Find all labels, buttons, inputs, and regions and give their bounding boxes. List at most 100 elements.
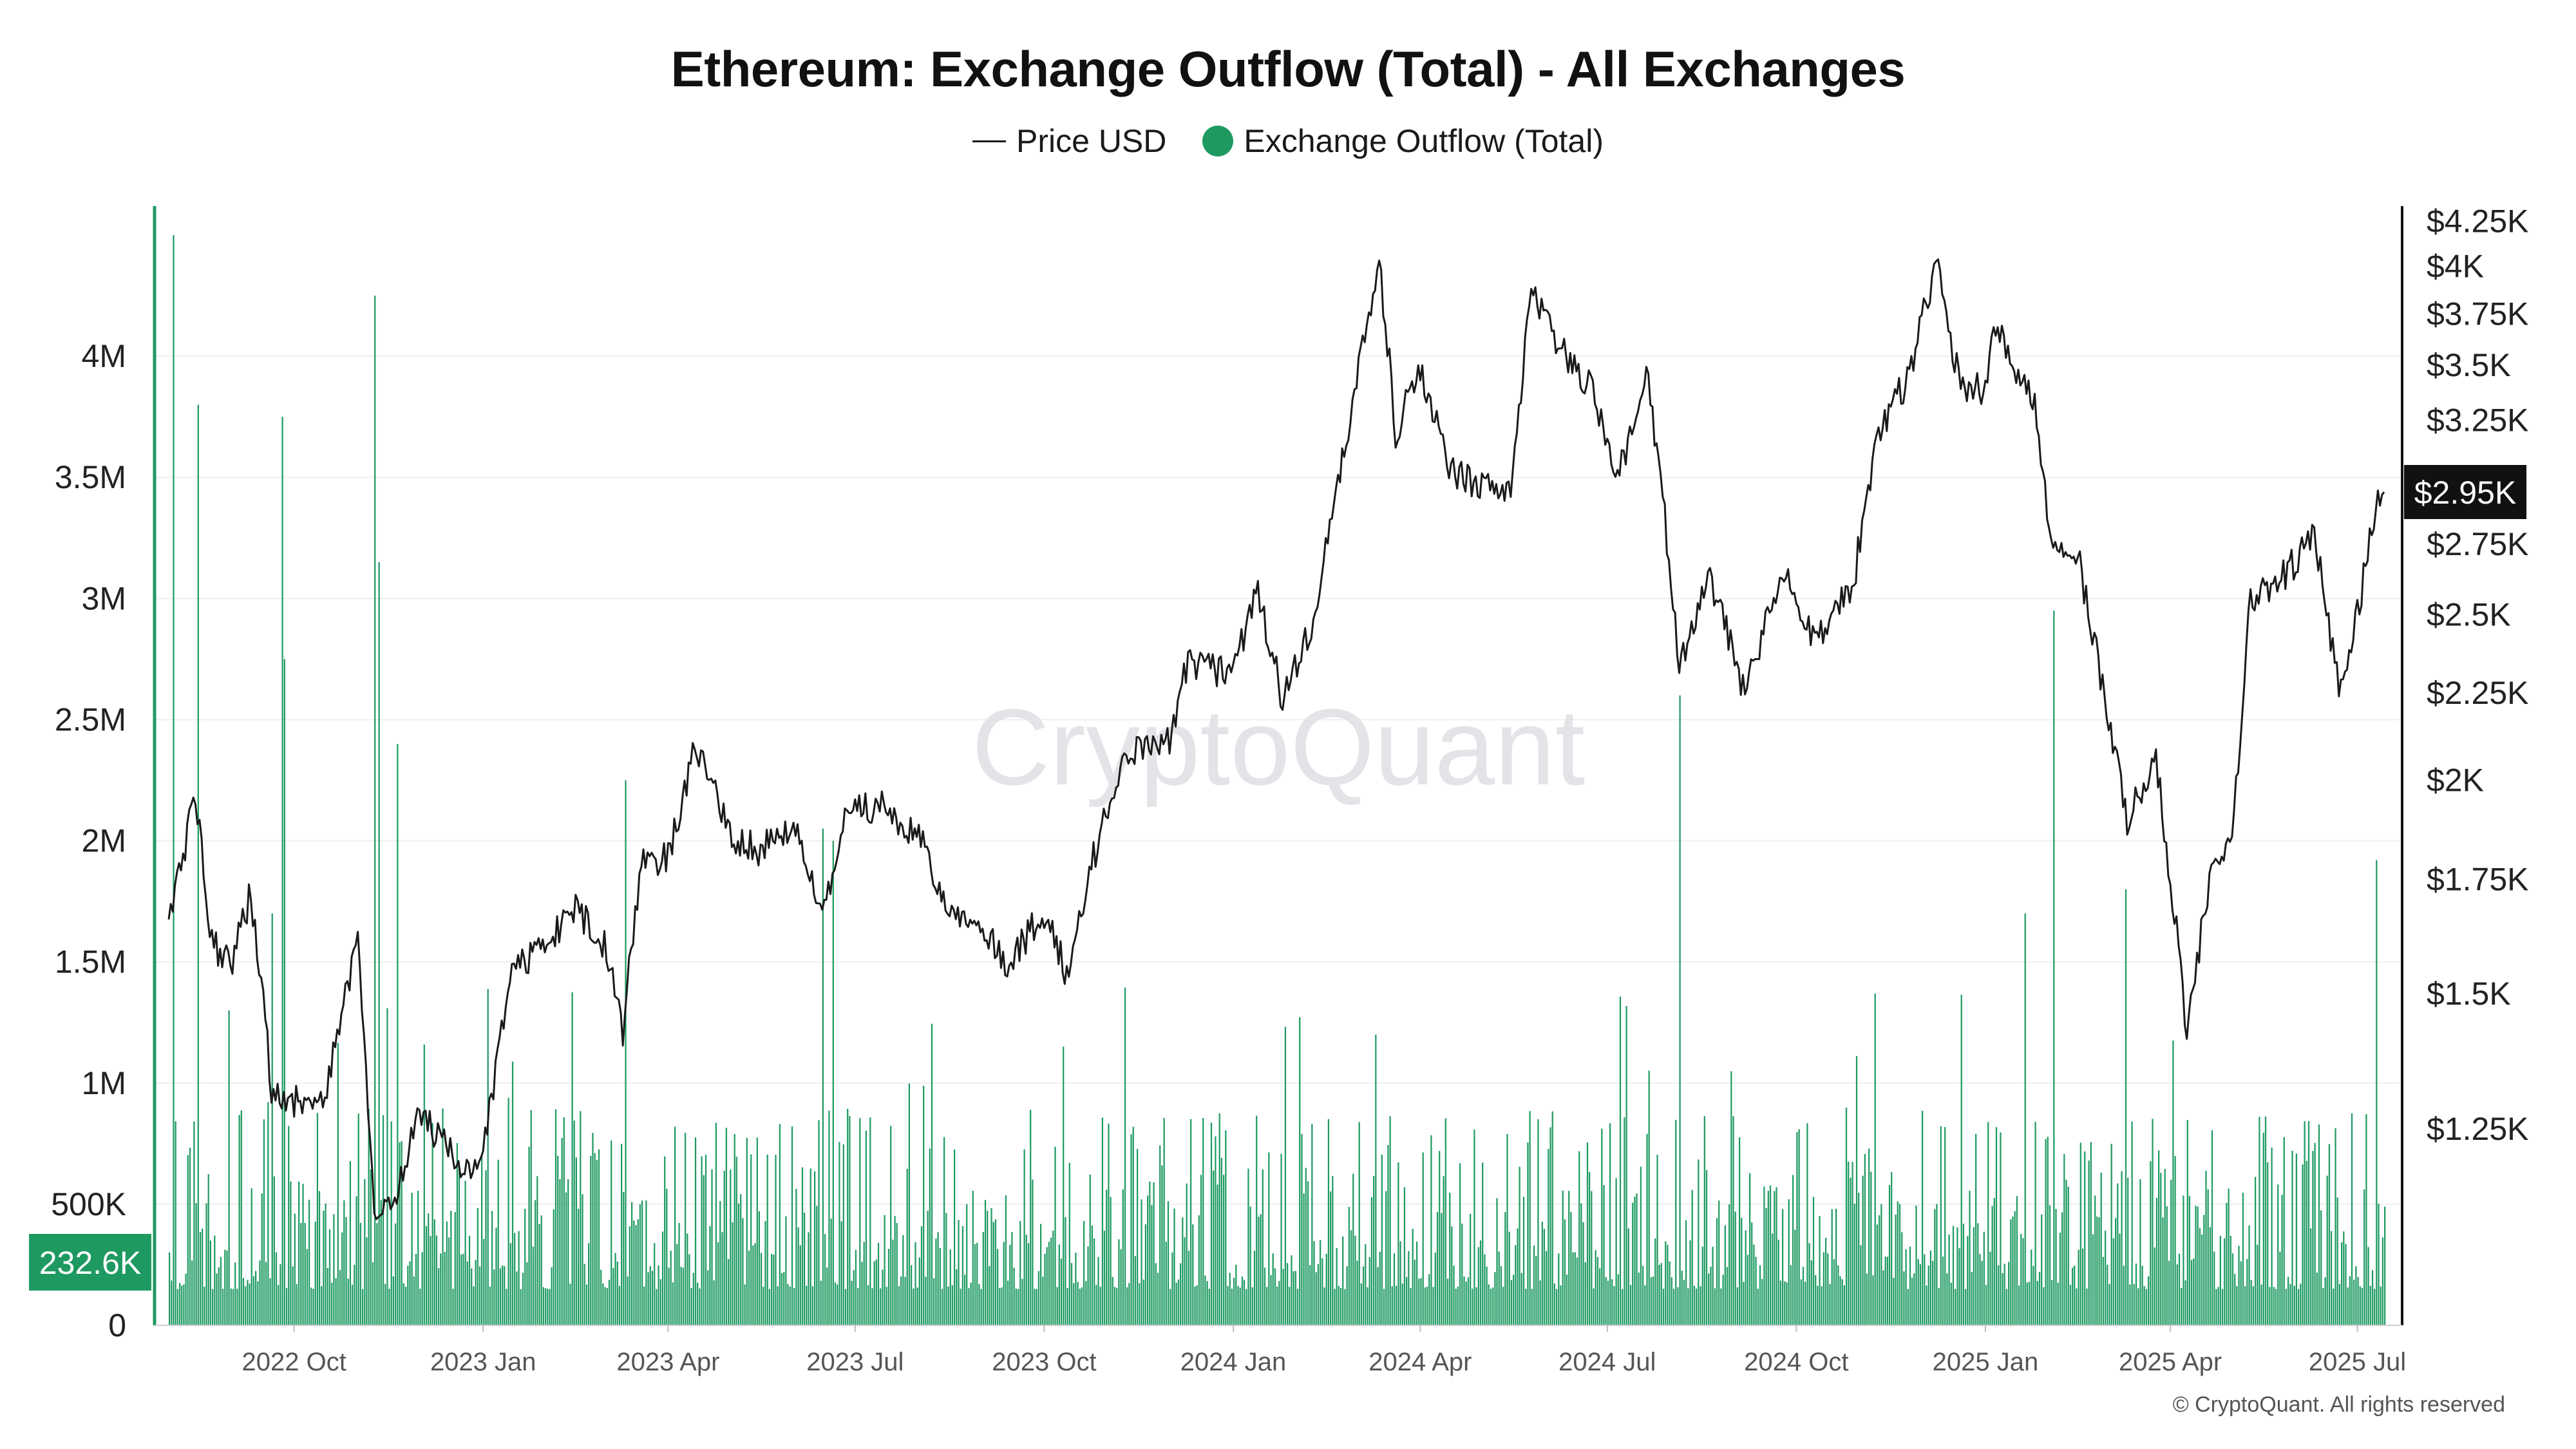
outflow-bar (2038, 1272, 2041, 1325)
legend-item-price[interactable]: Price USD (972, 122, 1166, 160)
outflow-bar (2051, 1280, 2053, 1325)
outflow-bar (1632, 1202, 1634, 1325)
outflow-bar (559, 1179, 561, 1325)
outflow-bar (471, 1268, 473, 1325)
outflow-bar (1472, 1289, 1473, 1325)
outflow-bar (1843, 1285, 1845, 1325)
outflow-bar (2172, 1040, 2174, 1325)
outflow-bar (475, 1260, 477, 1325)
outflow-bar (1701, 1246, 1703, 1325)
outflow-bar (668, 1267, 670, 1325)
outflow-bar (709, 1226, 711, 1325)
outflow-bar (1708, 1273, 1710, 1325)
outflow-bar (1654, 1238, 1656, 1325)
outflow-bar (651, 1271, 654, 1325)
outflow-bar (535, 1200, 536, 1325)
outflow-bar (1130, 1134, 1132, 1325)
outflow-bar (900, 1276, 902, 1325)
outflow-bar (1568, 1191, 1570, 1325)
outflow-bar (1965, 1289, 1967, 1325)
outflow-bar (1311, 1124, 1313, 1325)
outflow-bar (1066, 1288, 1068, 1325)
outflow-bar (1625, 1006, 1627, 1325)
outflow-bar (2283, 1137, 2285, 1325)
outflow-bar (1182, 1217, 1184, 1325)
left-tick-label: 1M (82, 1065, 126, 1101)
right-tick-label: $2.25K (2427, 675, 2528, 711)
legend-dot-icon (1202, 126, 1234, 156)
left-tick-label: 4M (82, 338, 126, 374)
outflow-bar (1155, 1263, 1157, 1325)
outflow-bar (176, 1289, 179, 1325)
outflow-bar (331, 1282, 333, 1325)
outflow-bar (497, 1159, 499, 1325)
outflow-bar (1558, 1253, 1560, 1325)
outflow-bar (214, 1235, 216, 1325)
outflow-bar (2010, 1219, 2012, 1325)
outflow-bar (298, 1182, 300, 1325)
outflow-bar (958, 1220, 960, 1325)
outflow-bar (428, 1213, 430, 1325)
outflow-bar (1897, 1201, 1899, 1325)
outflow-bar (705, 1155, 707, 1325)
outflow-bar (766, 1154, 768, 1325)
outflow-bar (1479, 1240, 1482, 1325)
outflow-bar (2158, 1150, 2160, 1325)
left-tick-label: 0 (108, 1307, 126, 1343)
outflow-bar (672, 1282, 674, 1325)
outflow-bar (1759, 1265, 1761, 1325)
outflow-bar (1403, 1187, 1406, 1325)
outflow-bar (2036, 1281, 2038, 1325)
outflow-bar (1356, 1260, 1358, 1325)
outflow-bar (1543, 1229, 1546, 1325)
outflow-bar (2347, 1287, 2349, 1325)
outflow-bar (992, 1222, 994, 1325)
outflow-bar (834, 1282, 837, 1325)
outflow-bar (261, 1193, 263, 1325)
outflow-bar (460, 1254, 462, 1325)
outflow-bar (754, 1243, 756, 1325)
outflow-bar (1021, 1278, 1023, 1325)
legend-item-outflow[interactable]: Exchange Outflow (Total) (1202, 122, 1604, 160)
outflow-bar (832, 840, 834, 1325)
outflow-bar (456, 1142, 459, 1325)
outflow-bar (232, 1289, 234, 1325)
outflow-bar (814, 1171, 816, 1325)
outflow-bar (366, 1237, 368, 1325)
outflow-bar (887, 1249, 890, 1325)
outflow-bar (2236, 1286, 2238, 1325)
outflow-bar (1268, 1152, 1270, 1325)
outflow-bar (1533, 1245, 1535, 1325)
outflow-bar (423, 1045, 425, 1325)
outflow-bar (984, 1200, 987, 1325)
outflow-bar (417, 1191, 419, 1325)
outflow-bar (2209, 1227, 2211, 1325)
outflow-bar (2279, 1251, 2281, 1325)
outflow-bar (2314, 1142, 2316, 1325)
outflow-bar (1917, 1259, 1919, 1325)
outflow-bar (2213, 1251, 2215, 1325)
outflow-bar (611, 1141, 612, 1325)
outflow-bar (2380, 1286, 2382, 1325)
outflow-bar (2121, 1171, 2123, 1325)
outflow-bar (2291, 1151, 2293, 1325)
outflow-bar (306, 1249, 308, 1325)
outflow-bar (2221, 1289, 2224, 1325)
outflow-bar (596, 1160, 598, 1325)
outflow-bar (987, 1211, 989, 1325)
outflow-bar (220, 1256, 222, 1325)
outflow-bar (1696, 1288, 1698, 1325)
outflow-bar (1757, 1289, 1759, 1325)
outflow-bar (1217, 1184, 1218, 1325)
outflow-bar (2150, 1161, 2152, 1325)
outflow-bar (2186, 1120, 2188, 1325)
outflow-bar (1665, 1241, 1667, 1325)
right-tick-label: $1.25K (2427, 1111, 2528, 1147)
outflow-bar (1444, 1118, 1446, 1325)
outflow-bar (1494, 1272, 1496, 1325)
outflow-bar (2090, 1142, 2092, 1325)
outflow-bar (1675, 1119, 1677, 1325)
outflow-bar (2318, 1124, 2320, 1325)
outflow-bar (1605, 1277, 1607, 1325)
outflow-bar (458, 1163, 460, 1325)
